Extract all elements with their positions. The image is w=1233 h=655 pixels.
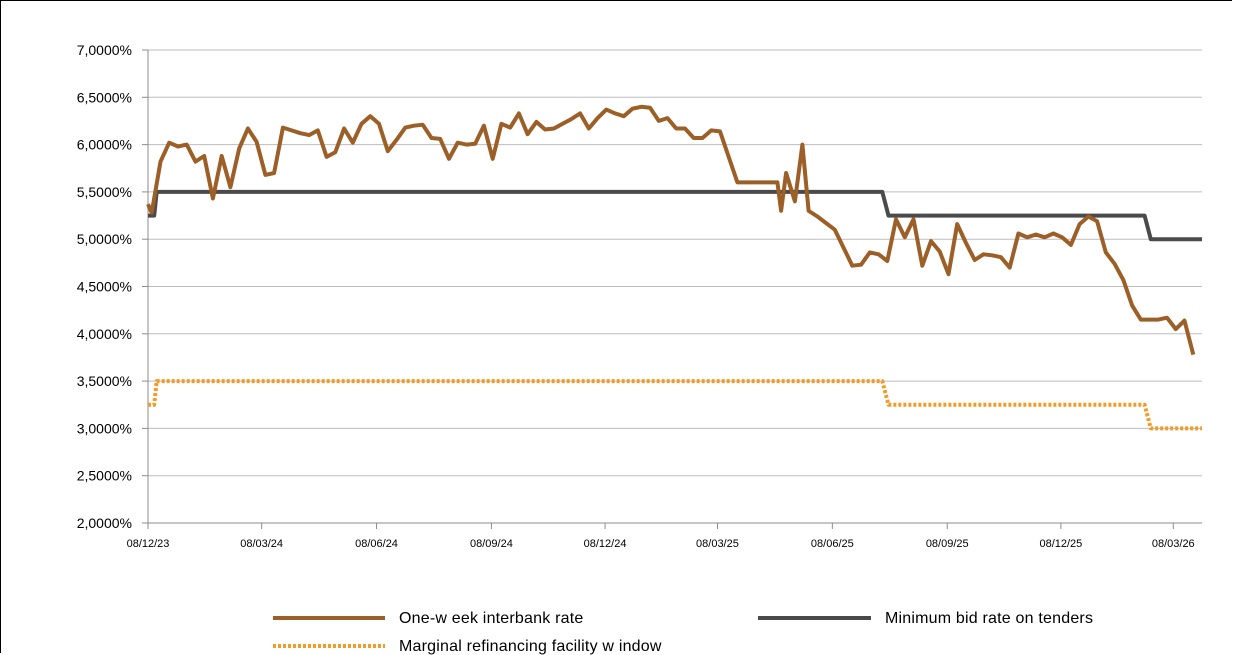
x-tick-label: 08/03/25	[696, 538, 739, 550]
series-lines	[146, 104, 1202, 431]
x-tick-label: 08/12/25	[1039, 538, 1082, 550]
series-line-2	[148, 379, 1202, 431]
x-axis-ticks: 08/12/23 08/03/24 08/06/24 08/09/24 08/12/24…	[127, 538, 1195, 550]
x-tick-label: 08/06/24	[355, 538, 398, 550]
y-tick-label: 2,5000%	[77, 468, 132, 484]
legend-label: Minimum bid rate on tenders	[885, 610, 1093, 627]
x-tick-label: 08/12/23	[127, 538, 170, 550]
y-tick-label: 3,5000%	[77, 373, 132, 389]
x-tick-label: 08/03/26	[1152, 538, 1195, 550]
series-line-1	[148, 189, 1202, 242]
x-tick-label: 08/09/25	[926, 538, 969, 550]
y-tick-label: 4,5000%	[77, 279, 132, 295]
legend-label: One-w eek interbank rate	[399, 610, 583, 627]
y-tick-label: 2,0000%	[77, 515, 132, 531]
y-tick-label: 6,0000%	[77, 137, 132, 153]
y-tick-label: 5,5000%	[77, 184, 132, 200]
legend-label: Marginal refinancing facility w indow	[399, 638, 662, 655]
y-tick-label: 5,0000%	[77, 231, 132, 247]
y-tick-label: 7,0000%	[77, 42, 132, 58]
y-tick-label: 3,0000%	[77, 420, 132, 436]
x-tick-label: 08/03/24	[240, 538, 283, 550]
x-tick-label: 08/09/24	[470, 538, 513, 550]
x-tick-label: 08/12/24	[584, 538, 627, 550]
y-axis-ticks: 2,0000% 2,5000% 3,0000% 3,5000% 4,0000% 4,500…	[77, 42, 132, 531]
x-tick-label: 08/06/25	[811, 538, 854, 550]
y-tick-label: 6,5000%	[77, 89, 132, 105]
series-line-0	[146, 104, 1196, 356]
y-tick-label: 4,0000%	[77, 326, 132, 342]
axes	[142, 49, 1202, 529]
gridlines	[148, 49, 1202, 477]
legend: One-w eek interbank rate Minimum bid rate…	[273, 610, 1093, 655]
